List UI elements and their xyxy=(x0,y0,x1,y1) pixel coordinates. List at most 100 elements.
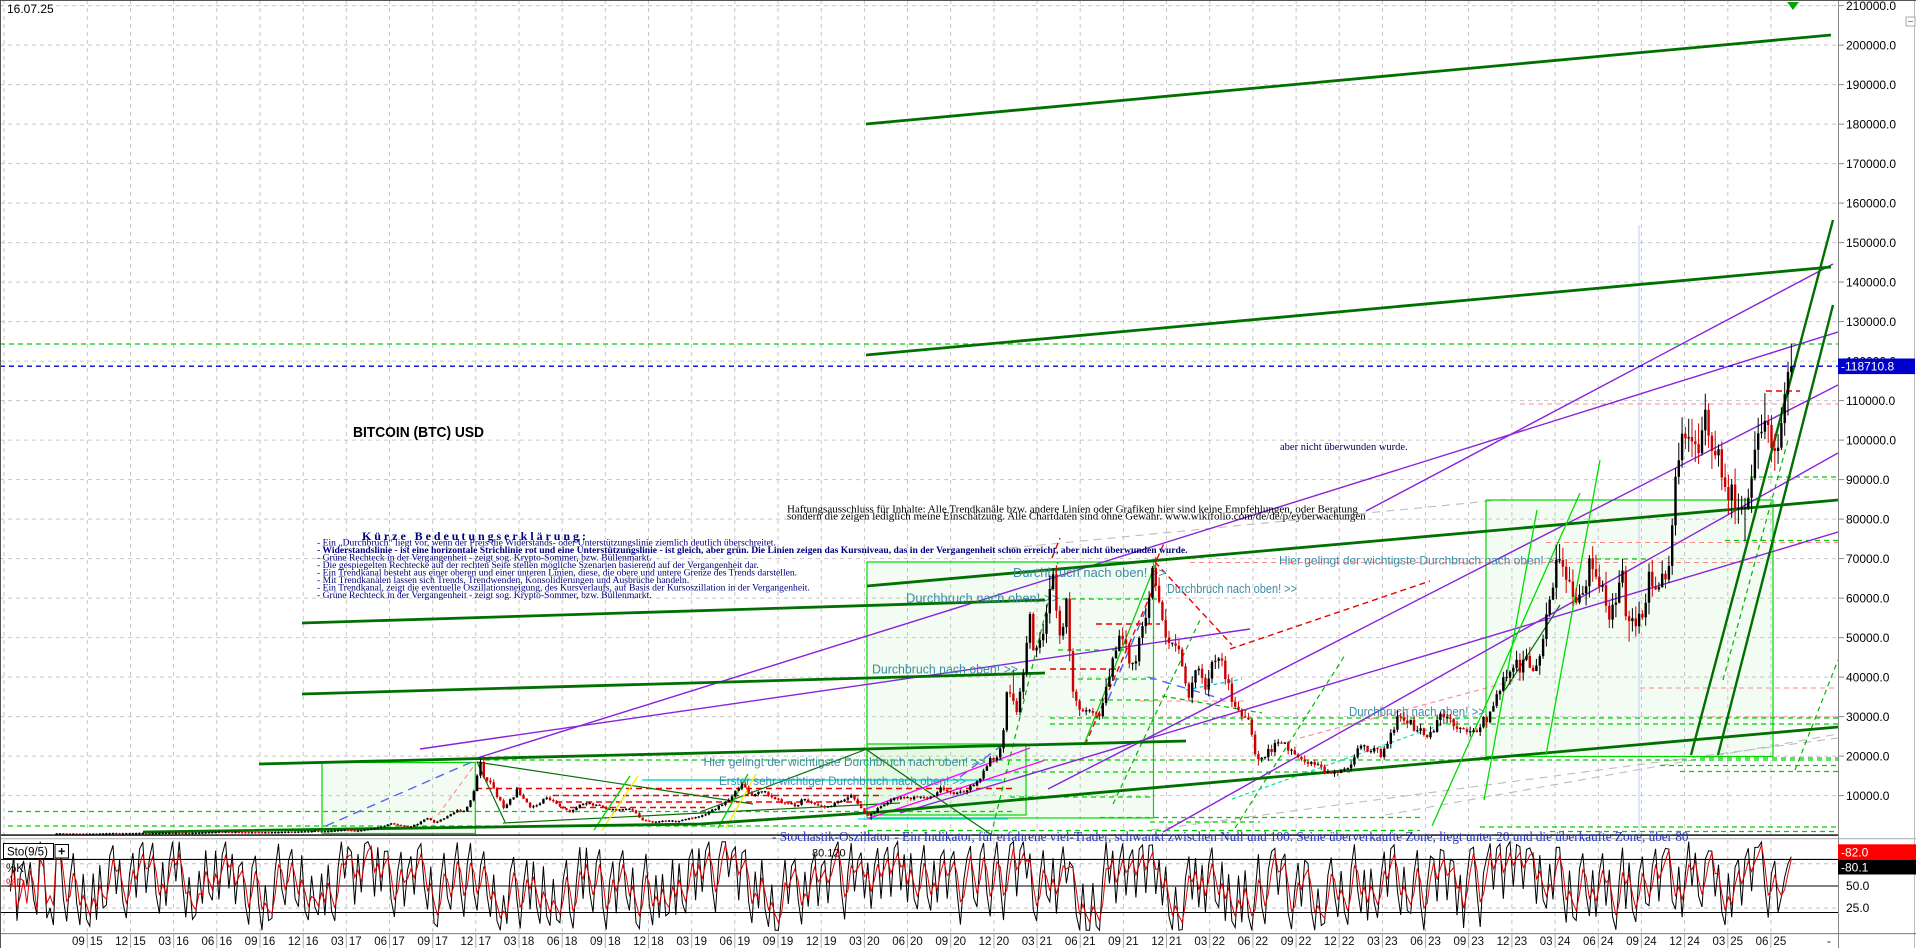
svg-text:09: 09 xyxy=(590,936,603,948)
svg-text:12: 12 xyxy=(806,936,819,948)
svg-text:25: 25 xyxy=(1730,936,1743,948)
svg-text:- Die gespiegelten Rechtecke a: - Die gespiegelten Rechtecke auf der rec… xyxy=(317,560,759,571)
svg-text:22: 22 xyxy=(1299,936,1312,948)
svg-text:06: 06 xyxy=(202,936,215,948)
svg-text:110000.0: 110000.0 xyxy=(1846,394,1895,408)
svg-text:24: 24 xyxy=(1687,936,1700,948)
svg-text:12: 12 xyxy=(633,936,646,948)
svg-text:-82.0: -82.0 xyxy=(1841,845,1869,859)
svg-text:-118710.8: -118710.8 xyxy=(1841,360,1894,374)
svg-text:09: 09 xyxy=(935,936,948,948)
svg-text:40000.0: 40000.0 xyxy=(1846,670,1890,684)
svg-text:24: 24 xyxy=(1601,936,1614,948)
svg-text:25.0: 25.0 xyxy=(1846,901,1870,915)
svg-text:170000.0: 170000.0 xyxy=(1846,157,1896,171)
svg-text:+: + xyxy=(58,845,65,859)
svg-text:21: 21 xyxy=(1083,936,1096,948)
svg-text:160000.0: 160000.0 xyxy=(1846,196,1896,210)
svg-text:sondern die zeigen lediglich m: sondern die zeigen lediglich meine Einsc… xyxy=(787,511,1366,523)
svg-text:80000.0: 80000.0 xyxy=(1846,512,1890,526)
svg-text:09: 09 xyxy=(1108,936,1121,948)
svg-text:03: 03 xyxy=(676,936,689,948)
svg-text:90000.0: 90000.0 xyxy=(1846,473,1890,487)
svg-text:Durchbruch nach oben! >>: Durchbruch nach oben! >> xyxy=(872,662,1018,677)
svg-text:03: 03 xyxy=(1367,936,1380,948)
svg-text:23: 23 xyxy=(1428,936,1441,948)
svg-text:06: 06 xyxy=(1583,936,1596,948)
svg-text:22: 22 xyxy=(1212,936,1225,948)
svg-text:BITCOIN (BTC) USD: BITCOIN (BTC) USD xyxy=(353,425,484,441)
svg-text:Durchbruch nach oben! >>: Durchbruch nach oben! >> xyxy=(1167,581,1297,596)
svg-text:09: 09 xyxy=(72,936,85,948)
svg-text:60000.0: 60000.0 xyxy=(1846,591,1890,605)
svg-text:30000.0: 30000.0 xyxy=(1846,710,1890,724)
svg-text:06: 06 xyxy=(1756,936,1769,948)
svg-text:19: 19 xyxy=(824,936,837,948)
svg-text:24: 24 xyxy=(1644,936,1657,948)
svg-text:140000.0: 140000.0 xyxy=(1846,275,1896,289)
svg-text:12: 12 xyxy=(979,936,992,948)
svg-text:20: 20 xyxy=(867,936,880,948)
svg-text:Hier gelingt der wichtigste Du: Hier gelingt der wichtigste Durchbruch n… xyxy=(1279,554,1561,568)
svg-text:18: 18 xyxy=(651,936,664,948)
svg-text:15: 15 xyxy=(90,936,103,948)
svg-text:Hier gelingt der wichtigste Du: Hier gelingt der wichtigste Durchbruch n… xyxy=(704,755,986,769)
svg-text:12: 12 xyxy=(1151,936,1164,948)
svg-text:50.0: 50.0 xyxy=(1846,879,1870,893)
svg-text:70000.0: 70000.0 xyxy=(1846,552,1890,566)
svg-text:Durchbruch nach oben! >>: Durchbruch nach oben! >> xyxy=(906,591,1059,606)
svg-text:210000.0: 210000.0 xyxy=(1846,0,1896,13)
svg-text:03: 03 xyxy=(849,936,862,948)
svg-text:- Mit Trendkanälen lassen sich: - Mit Trendkanälen lassen sich Trends, T… xyxy=(317,575,689,586)
svg-text:Sto(9/5): Sto(9/5) xyxy=(7,847,48,859)
svg-text:19: 19 xyxy=(737,936,750,948)
svg-text:- Widerstandslinie - ist eine: - Widerstandslinie - ist eine horizontal… xyxy=(317,545,1188,556)
svg-text:03: 03 xyxy=(1194,936,1207,948)
svg-text:03: 03 xyxy=(504,936,517,948)
svg-text:03: 03 xyxy=(1712,936,1725,948)
svg-text:200000.0: 200000.0 xyxy=(1846,38,1896,52)
svg-text:20: 20 xyxy=(996,936,1009,948)
svg-text:16: 16 xyxy=(262,936,275,948)
svg-text:21: 21 xyxy=(1169,936,1182,948)
svg-text:09: 09 xyxy=(1281,936,1294,948)
svg-text:18: 18 xyxy=(608,936,621,948)
svg-text:06: 06 xyxy=(1410,936,1423,948)
svg-text:21: 21 xyxy=(1126,936,1139,948)
svg-text:03: 03 xyxy=(158,936,171,948)
svg-text:17: 17 xyxy=(435,936,448,948)
svg-text:15: 15 xyxy=(133,936,146,948)
svg-text:18: 18 xyxy=(522,936,535,948)
svg-text:17: 17 xyxy=(349,936,362,948)
svg-text:09: 09 xyxy=(1626,936,1639,948)
svg-text:20000.0: 20000.0 xyxy=(1846,749,1890,763)
svg-text:- Ein Trendkanal besteht aus e: - Ein Trendkanal besteht aus einer obere… xyxy=(317,568,797,579)
svg-text:- Grüne Rechteck in der Vergan: - Grüne Rechteck in der Vergangenheit - … xyxy=(317,590,652,601)
svg-text:Erster sehr wichtiger Durchbru: Erster sehr wichtiger Durchbruch nach ob… xyxy=(719,774,966,788)
svg-text:19: 19 xyxy=(694,936,707,948)
svg-text:130000.0: 130000.0 xyxy=(1846,315,1896,329)
svg-text:23: 23 xyxy=(1385,936,1398,948)
svg-text:17: 17 xyxy=(478,936,491,948)
svg-text:09: 09 xyxy=(417,936,430,948)
svg-text:100000.0: 100000.0 xyxy=(1846,433,1896,447)
svg-text:06: 06 xyxy=(1238,936,1251,948)
svg-text:12: 12 xyxy=(1324,936,1337,948)
svg-text:18: 18 xyxy=(565,936,578,948)
svg-text:03: 03 xyxy=(1540,936,1553,948)
svg-text:16: 16 xyxy=(219,936,232,948)
svg-text:Kürze Bedeutungserklärung:: Kürze Bedeutungserklärung: xyxy=(362,529,586,543)
svg-text:80.120: 80.120 xyxy=(812,848,846,860)
svg-text:03: 03 xyxy=(331,936,344,948)
svg-text:06: 06 xyxy=(892,936,905,948)
svg-text:23: 23 xyxy=(1514,936,1527,948)
svg-text:aber nicht überwunden wurde.: aber nicht überwunden wurde. xyxy=(1280,442,1408,453)
svg-text:22: 22 xyxy=(1255,936,1268,948)
svg-text:16: 16 xyxy=(176,936,189,948)
svg-text:150000.0: 150000.0 xyxy=(1846,236,1896,250)
svg-text:24: 24 xyxy=(1558,936,1571,948)
svg-text:%D: %D xyxy=(6,878,25,890)
svg-text:-80.1: -80.1 xyxy=(1841,861,1869,875)
svg-text:16.07.25: 16.07.25 xyxy=(7,2,54,16)
svg-text:50000.0: 50000.0 xyxy=(1846,631,1890,645)
